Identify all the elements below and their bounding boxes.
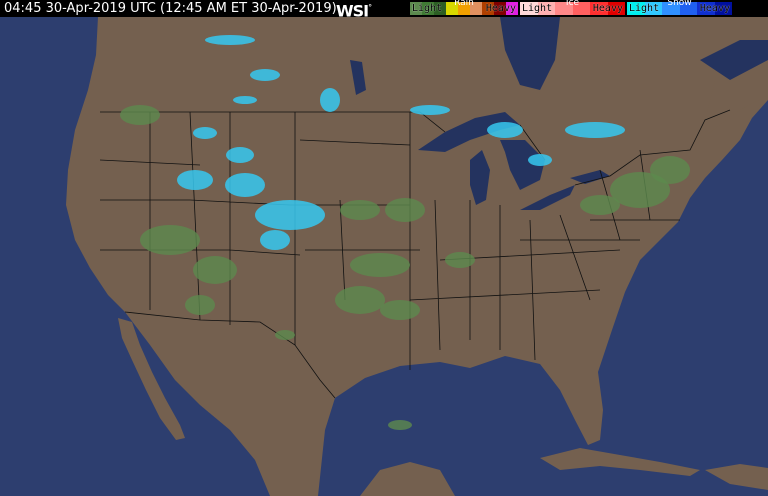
legend-swatch [422,2,434,15]
east-coast-landmass [700,60,768,140]
snow-echo [205,35,255,45]
legend-high: Heavy [592,3,623,14]
snow-echo [410,105,450,115]
legend-title: Rain [454,0,474,8]
legend-swatch [627,2,645,15]
snow-echo [487,122,523,138]
legend-swatch [482,2,494,15]
rain-echo [340,200,380,220]
rain-echo [380,300,420,320]
rain-echo [610,172,670,208]
legend-high: Heavy [699,3,730,14]
snow-echo [255,200,325,230]
legend-swatch [662,2,680,15]
legend-swatch [644,2,662,15]
legend-swatch [607,2,625,15]
legend-swatch [537,2,555,15]
legend-snow: Snow Light Heavy [627,0,732,15]
legend-low: Light [412,3,443,14]
legend-low: Light [629,3,660,14]
rain-echo [445,252,475,268]
legend-title: Snow [667,0,692,8]
rain-echo [140,225,200,255]
logo-text: WSI [336,1,369,21]
rain-echo [385,198,425,222]
rain-echo [193,256,237,284]
logo-mark: ° [368,3,372,12]
legend-rain: Rain Light Heavy [410,0,518,15]
gulf-st-lawrence [700,40,768,80]
legend-swatch [572,2,590,15]
great-lakes [350,17,768,210]
legend-high: Heavy [485,3,516,14]
legend-swatch [458,2,470,15]
snow-echo [250,69,280,81]
rain-echo [388,420,412,430]
legend-swatch [590,2,608,15]
header-bar: 04:45 30-Apr-2019 UTC (12:45 AM ET 30-Ap… [0,0,768,21]
lake-winnipeg [350,60,366,95]
cuba [540,448,700,476]
precipitation-layer [120,35,690,430]
rain-echo [120,105,160,125]
lake-superior [418,112,520,152]
legend-swatch [434,2,446,15]
precip-legend: Rain Light Heavy Ice Light Heavy Snow Light Heav… [410,0,734,15]
lake-michigan [470,150,490,205]
timestamp: 04:45 30-Apr-2019 UTC (12:45 AM ET 30-Ap… [4,1,337,16]
rain-echo [580,195,620,215]
legend-swatch [714,2,732,15]
legend-swatch [494,2,506,15]
snow-echo [233,96,257,104]
lake-erie [520,185,575,210]
hispaniola [705,464,768,490]
legend-swatch [555,2,573,15]
baja-peninsula [118,318,185,440]
snow-echo [177,170,213,190]
wsi-logo: WSI° [336,0,372,21]
snow-echo [528,154,552,166]
lake-ontario [570,170,610,184]
pacific-ocean [0,17,270,496]
rain-echo [350,253,410,277]
legend-title: Ice [565,0,580,8]
snow-echo [565,122,625,138]
snow-echo [226,147,254,163]
gulf-and-atlantic [318,100,768,496]
lake-huron [500,140,545,190]
rain-echo [185,295,215,315]
rain-echo [275,330,295,340]
legend-low: Light [522,3,553,14]
legend-swatch [679,2,697,15]
james-bay [500,17,560,90]
legend-swatch [506,2,518,15]
snow-echo [260,230,290,250]
rain-echo [335,286,385,314]
legend-swatch [446,2,458,15]
rain-echo [650,156,690,184]
legend-swatch [697,2,715,15]
yucatan [360,462,455,496]
snow-echo [320,88,340,112]
legend-swatch [520,2,538,15]
radar-map[interactable] [0,17,768,496]
legend-swatch [470,2,482,15]
legend-swatch [410,2,422,15]
legend-ice: Ice Light Heavy [520,0,625,15]
snow-echo [193,127,217,139]
snow-echo [225,173,265,197]
